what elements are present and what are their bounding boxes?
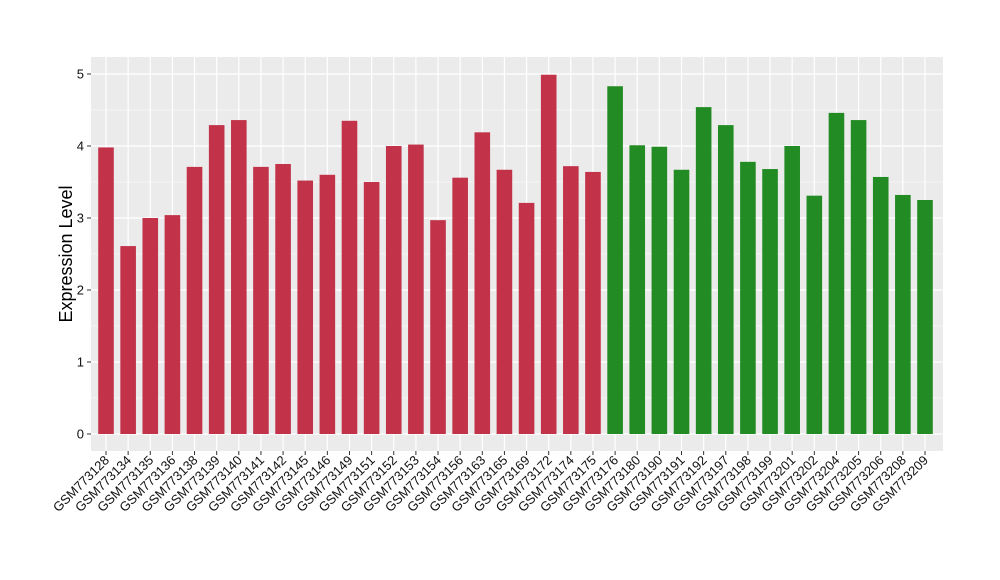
bars [98, 74, 933, 435]
bar-GSM773206 [872, 176, 889, 434]
bar-GSM773146 [319, 174, 336, 435]
bar-GSM773142 [275, 164, 291, 434]
bar-GSM773151 [363, 182, 380, 434]
bar-GSM773175 [585, 171, 601, 435]
bar-GSM773153 [408, 144, 424, 434]
bar-GSM773192 [695, 107, 712, 435]
bar-GSM773204 [828, 112, 845, 434]
bar-GSM773205 [850, 120, 867, 434]
bar-GSM773141 [253, 166, 269, 434]
y-tick-label: 5 [77, 67, 84, 82]
bar-GSM773138 [186, 166, 203, 434]
bar-GSM773176 [607, 86, 623, 435]
y-tick-label: 1 [77, 355, 84, 370]
y-tick-label: 4 [77, 139, 84, 154]
bar-GSM773208 [895, 194, 911, 434]
bar-GSM773154 [430, 220, 446, 434]
bar-GSM773140 [231, 120, 247, 434]
bar-GSM773156 [452, 177, 468, 434]
x-axis: GSM773128GSM773134GSM773135GSM773136GSM7… [50, 451, 931, 515]
bar-GSM773169 [518, 202, 535, 434]
bar-GSM773163 [474, 132, 491, 434]
bar-GSM773209 [917, 200, 933, 434]
bar-GSM773174 [563, 166, 579, 434]
y-axis: 0 1 2 3 4 5 [77, 67, 91, 442]
y-axis-title: Expression Level [56, 185, 76, 322]
y-tick-label: 3 [77, 211, 84, 226]
bar-GSM773135 [142, 218, 159, 434]
bar-GSM773198 [740, 161, 756, 434]
bar-GSM773152 [385, 146, 402, 434]
bar-GSM773199 [762, 169, 778, 435]
bar-GSM773136 [164, 215, 181, 434]
bar-GSM773201 [784, 146, 800, 434]
bar-GSM773149 [341, 120, 358, 435]
bar-GSM773134 [120, 246, 136, 434]
bar-GSM773190 [651, 146, 668, 434]
bar-GSM773197 [717, 125, 734, 435]
y-tick-label: 0 [77, 427, 84, 442]
bar-GSM773139 [208, 125, 225, 435]
bar-GSM773191 [673, 169, 690, 434]
bar-GSM773145 [297, 180, 314, 434]
bar-GSM773202 [806, 195, 823, 434]
bar-GSM773165 [496, 169, 513, 434]
bar-GSM773128 [98, 147, 114, 434]
bar-GSM773172 [540, 74, 557, 434]
bar-GSM773180 [629, 145, 646, 434]
y-tick-label: 2 [77, 283, 84, 298]
